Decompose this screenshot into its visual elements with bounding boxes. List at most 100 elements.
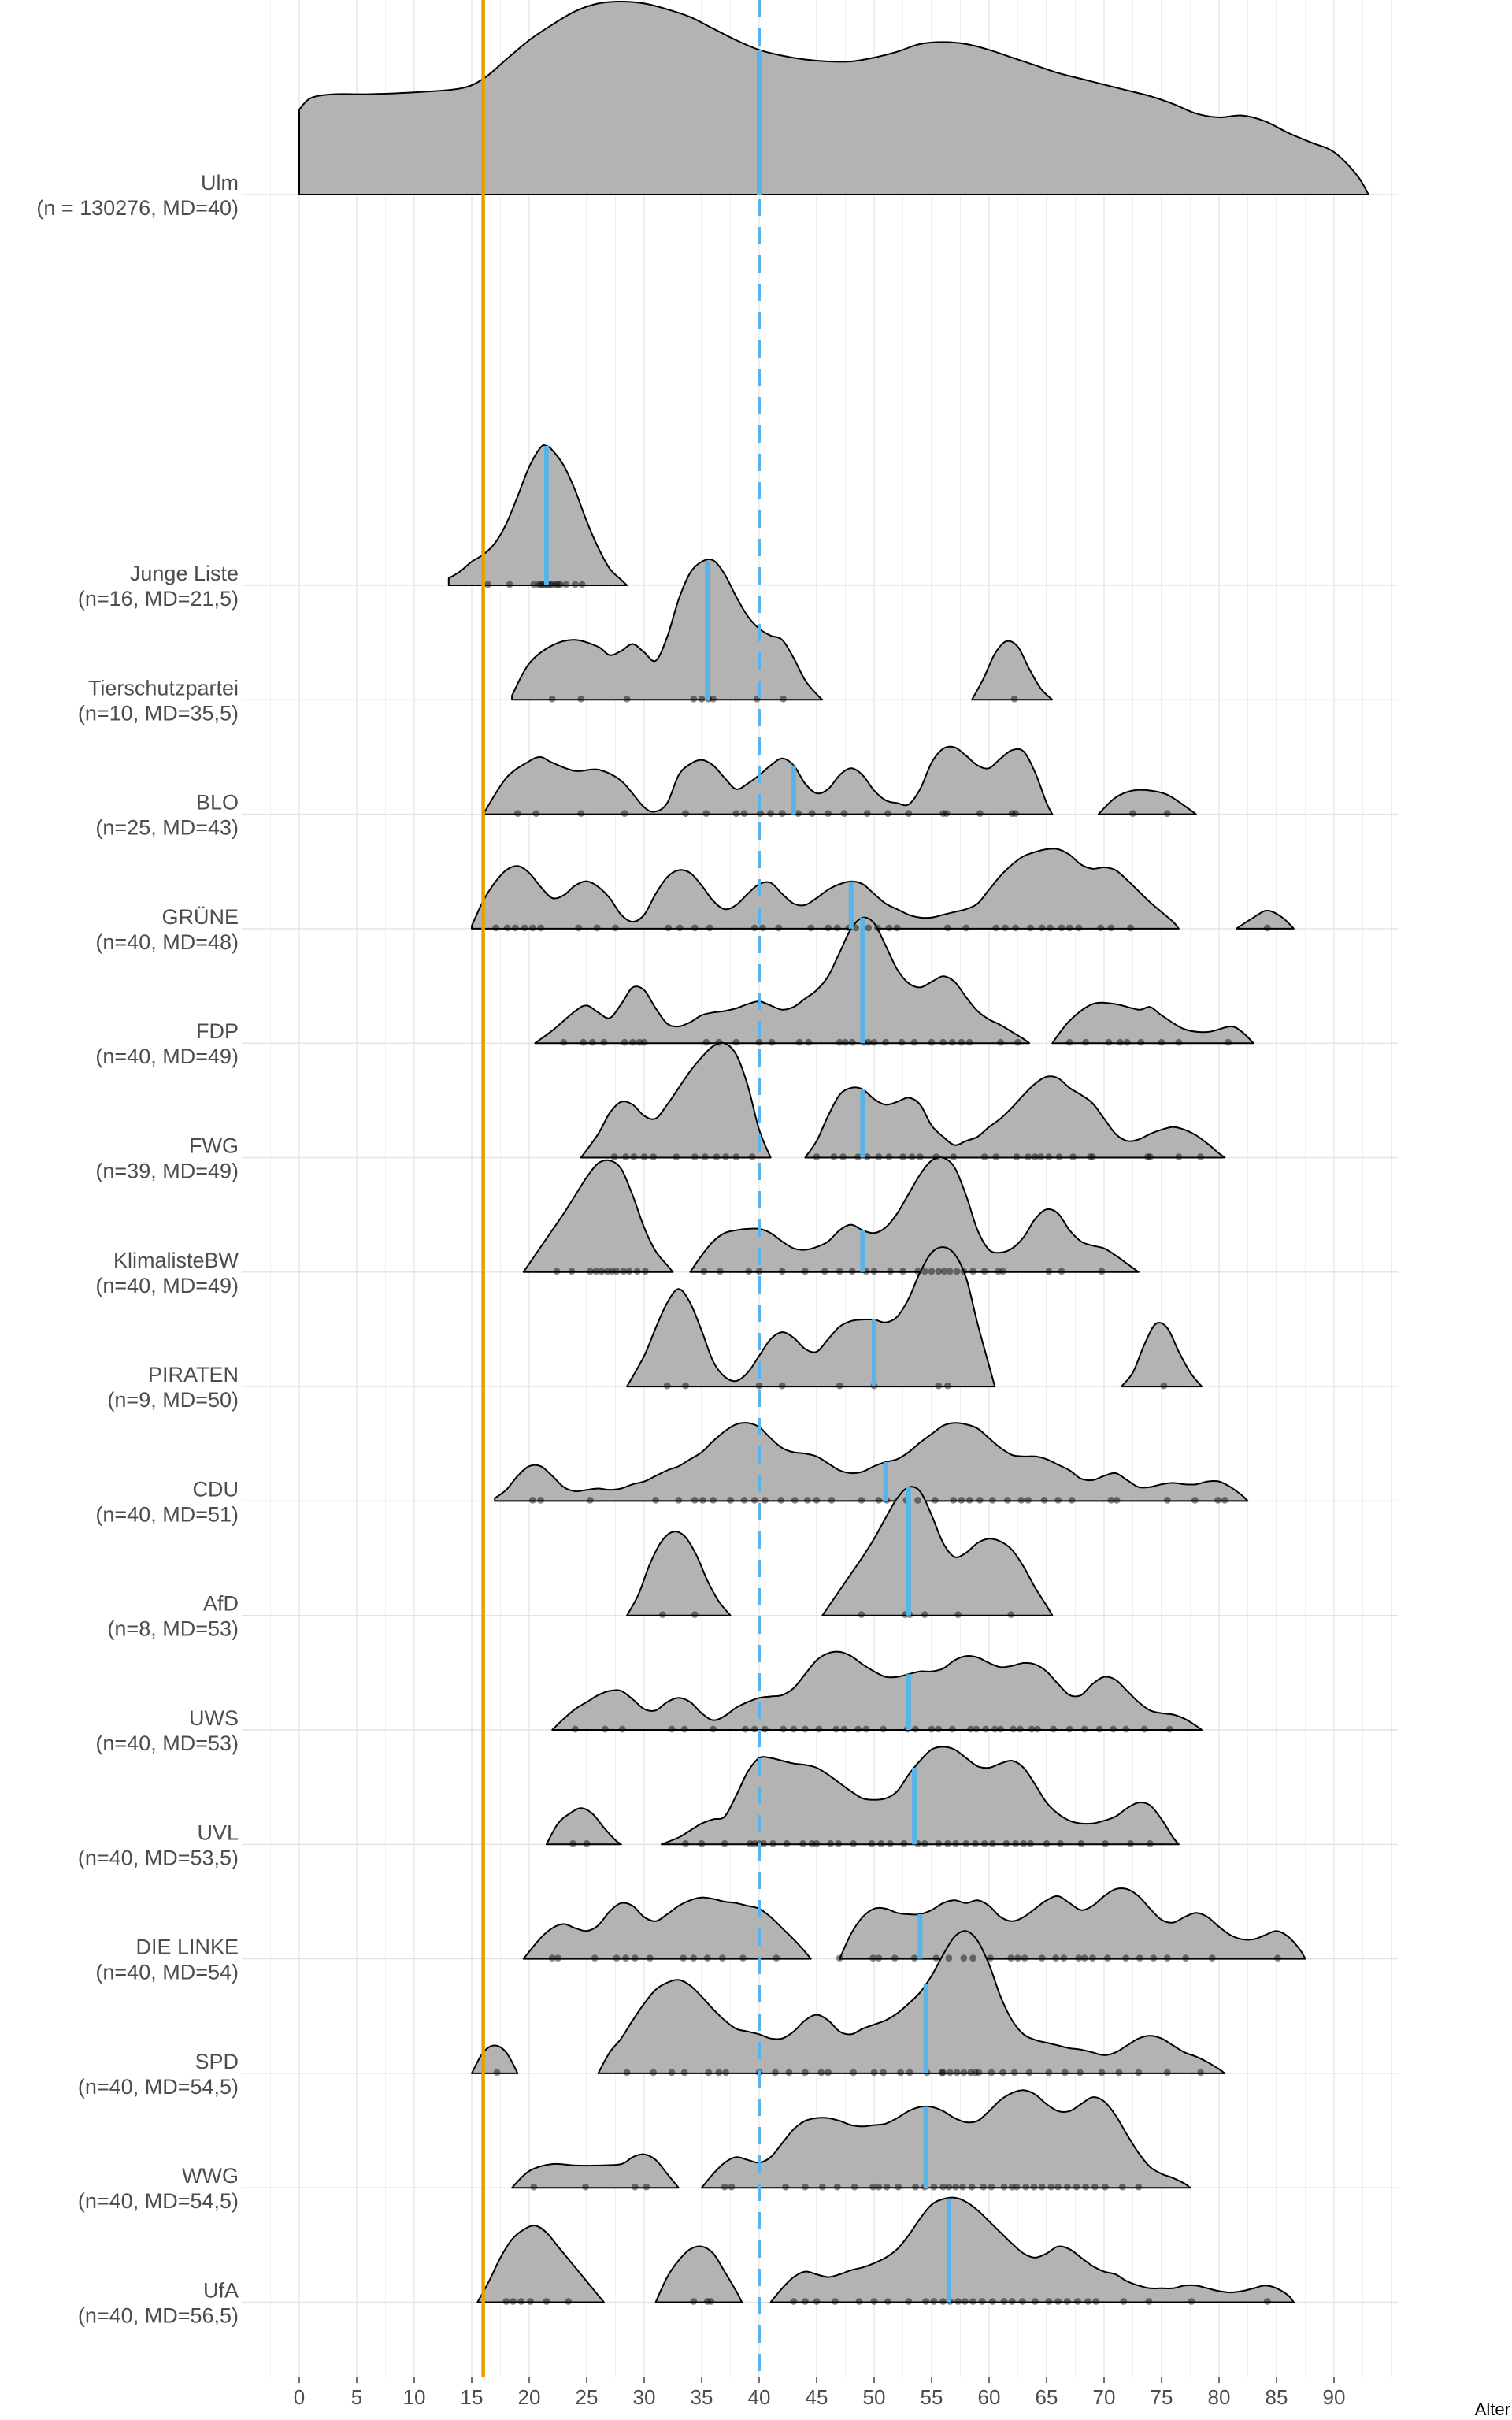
candidate-point xyxy=(588,1038,596,1046)
candidate-point xyxy=(802,1725,809,1733)
candidate-point xyxy=(898,1038,906,1046)
candidate-point xyxy=(836,1038,843,1046)
candidate-point xyxy=(1068,1497,1076,1504)
row-label-detail: (n=25, MD=43) xyxy=(95,816,239,840)
candidate-point xyxy=(1043,1839,1051,1847)
candidate-point xyxy=(967,2069,975,2077)
candidate-point xyxy=(840,1725,848,1733)
x-tick-label: 90 xyxy=(1323,2385,1346,2409)
candidate-point xyxy=(1150,1954,1158,1962)
candidate-point xyxy=(944,924,951,932)
candidate-point xyxy=(698,695,706,703)
candidate-point xyxy=(569,1839,576,1847)
candidate-point xyxy=(897,2069,904,2077)
density-ridge xyxy=(447,444,628,586)
candidate-point xyxy=(512,924,519,932)
candidate-point xyxy=(921,1611,928,1619)
candidate-point xyxy=(935,1382,943,1390)
candidate-point xyxy=(750,1725,758,1733)
candidate-point xyxy=(1274,1954,1281,1962)
candidate-point xyxy=(1055,1153,1063,1160)
candidate-point xyxy=(1137,1038,1145,1046)
density-ridge xyxy=(545,1807,622,1846)
row-label-name: GRÜNE xyxy=(161,905,239,929)
candidate-point xyxy=(953,2069,961,2077)
candidate-point xyxy=(997,1038,1004,1046)
candidate-point xyxy=(1054,2298,1062,2305)
candidate-point xyxy=(701,1153,709,1160)
candidate-point xyxy=(772,2069,779,2077)
candidate-point xyxy=(1147,1153,1154,1160)
candidate-point xyxy=(870,2069,878,2077)
x-tick-label: 35 xyxy=(691,2385,713,2409)
candidate-point xyxy=(1107,1497,1115,1504)
candidate-point xyxy=(537,1497,544,1504)
candidate-point xyxy=(960,2069,968,2077)
candidate-point xyxy=(748,1153,756,1160)
candidate-point xyxy=(836,1268,843,1275)
candidate-point xyxy=(721,1839,728,1847)
candidate-point xyxy=(1080,1954,1088,1962)
candidate-point xyxy=(948,1725,956,1733)
candidate-point xyxy=(673,1153,680,1160)
candidate-point xyxy=(975,2069,983,2077)
candidate-point xyxy=(914,1268,921,1275)
candidate-point xyxy=(1008,2183,1016,2191)
candidate-point xyxy=(1010,1725,1017,1733)
candidate-point xyxy=(1008,2298,1016,2305)
candidate-point xyxy=(969,1268,976,1275)
candidate-point xyxy=(980,1153,988,1160)
candidate-point xyxy=(1045,1268,1053,1275)
x-tick-label: 80 xyxy=(1208,2385,1231,2409)
candidate-point xyxy=(1007,1954,1015,1962)
candidate-point xyxy=(1107,924,1115,932)
candidate-point xyxy=(982,1725,990,1733)
candidate-point xyxy=(1147,1839,1154,1847)
density-ridge xyxy=(580,1041,772,1159)
candidate-point xyxy=(939,2298,947,2305)
candidate-point xyxy=(969,1954,976,1962)
candidate-point xyxy=(755,1038,763,1046)
row-label-name: Ulm xyxy=(201,171,239,195)
density-ridge xyxy=(660,1746,1180,1846)
candidate-point xyxy=(988,2298,996,2305)
candidate-point xyxy=(554,1954,561,1962)
candidate-point xyxy=(1098,2069,1106,2077)
x-tick-label: 60 xyxy=(978,2385,1001,2409)
candidate-point xyxy=(1058,1268,1065,1275)
density-ridge xyxy=(1051,1001,1254,1045)
candidate-point xyxy=(1197,1153,1205,1160)
row-label-name: KlimalisteBW xyxy=(113,1249,239,1272)
candidate-point xyxy=(1069,1153,1077,1160)
candidate-point xyxy=(1054,2183,1062,2191)
row-label-name: PIRATEN xyxy=(148,1363,239,1386)
candidate-point xyxy=(1122,1725,1130,1733)
candidate-point xyxy=(1017,1725,1024,1733)
candidate-point xyxy=(1160,1382,1168,1390)
density-ridge xyxy=(1120,1321,1203,1388)
candidate-point xyxy=(728,2183,736,2191)
candidate-point xyxy=(1040,1497,1048,1504)
density-ridge xyxy=(597,1930,1226,2074)
candidate-point xyxy=(715,1038,723,1046)
candidate-point xyxy=(1197,2069,1205,2077)
row-label-name: WWG xyxy=(182,2164,239,2188)
candidate-point xyxy=(988,2183,995,2191)
candidate-point xyxy=(652,1497,659,1504)
candidate-point xyxy=(992,924,1000,932)
row-label-detail: (n=40, MD=54,5) xyxy=(78,2075,239,2099)
candidate-point xyxy=(1045,2298,1053,2305)
candidate-point xyxy=(946,2069,954,2077)
candidate-point xyxy=(1136,1954,1143,1962)
candidate-point xyxy=(978,2298,986,2305)
candidate-point xyxy=(991,1725,999,1733)
candidate-point xyxy=(778,1268,786,1275)
row-label-name: SPD xyxy=(195,2050,239,2073)
candidate-point xyxy=(893,924,901,932)
x-tick-label: 10 xyxy=(403,2385,426,2409)
candidate-point xyxy=(613,1954,621,1962)
x-tick-label: 5 xyxy=(351,2385,362,2409)
candidate-point xyxy=(999,1268,1006,1275)
candidate-point xyxy=(813,1497,821,1504)
candidate-point xyxy=(565,2298,573,2305)
